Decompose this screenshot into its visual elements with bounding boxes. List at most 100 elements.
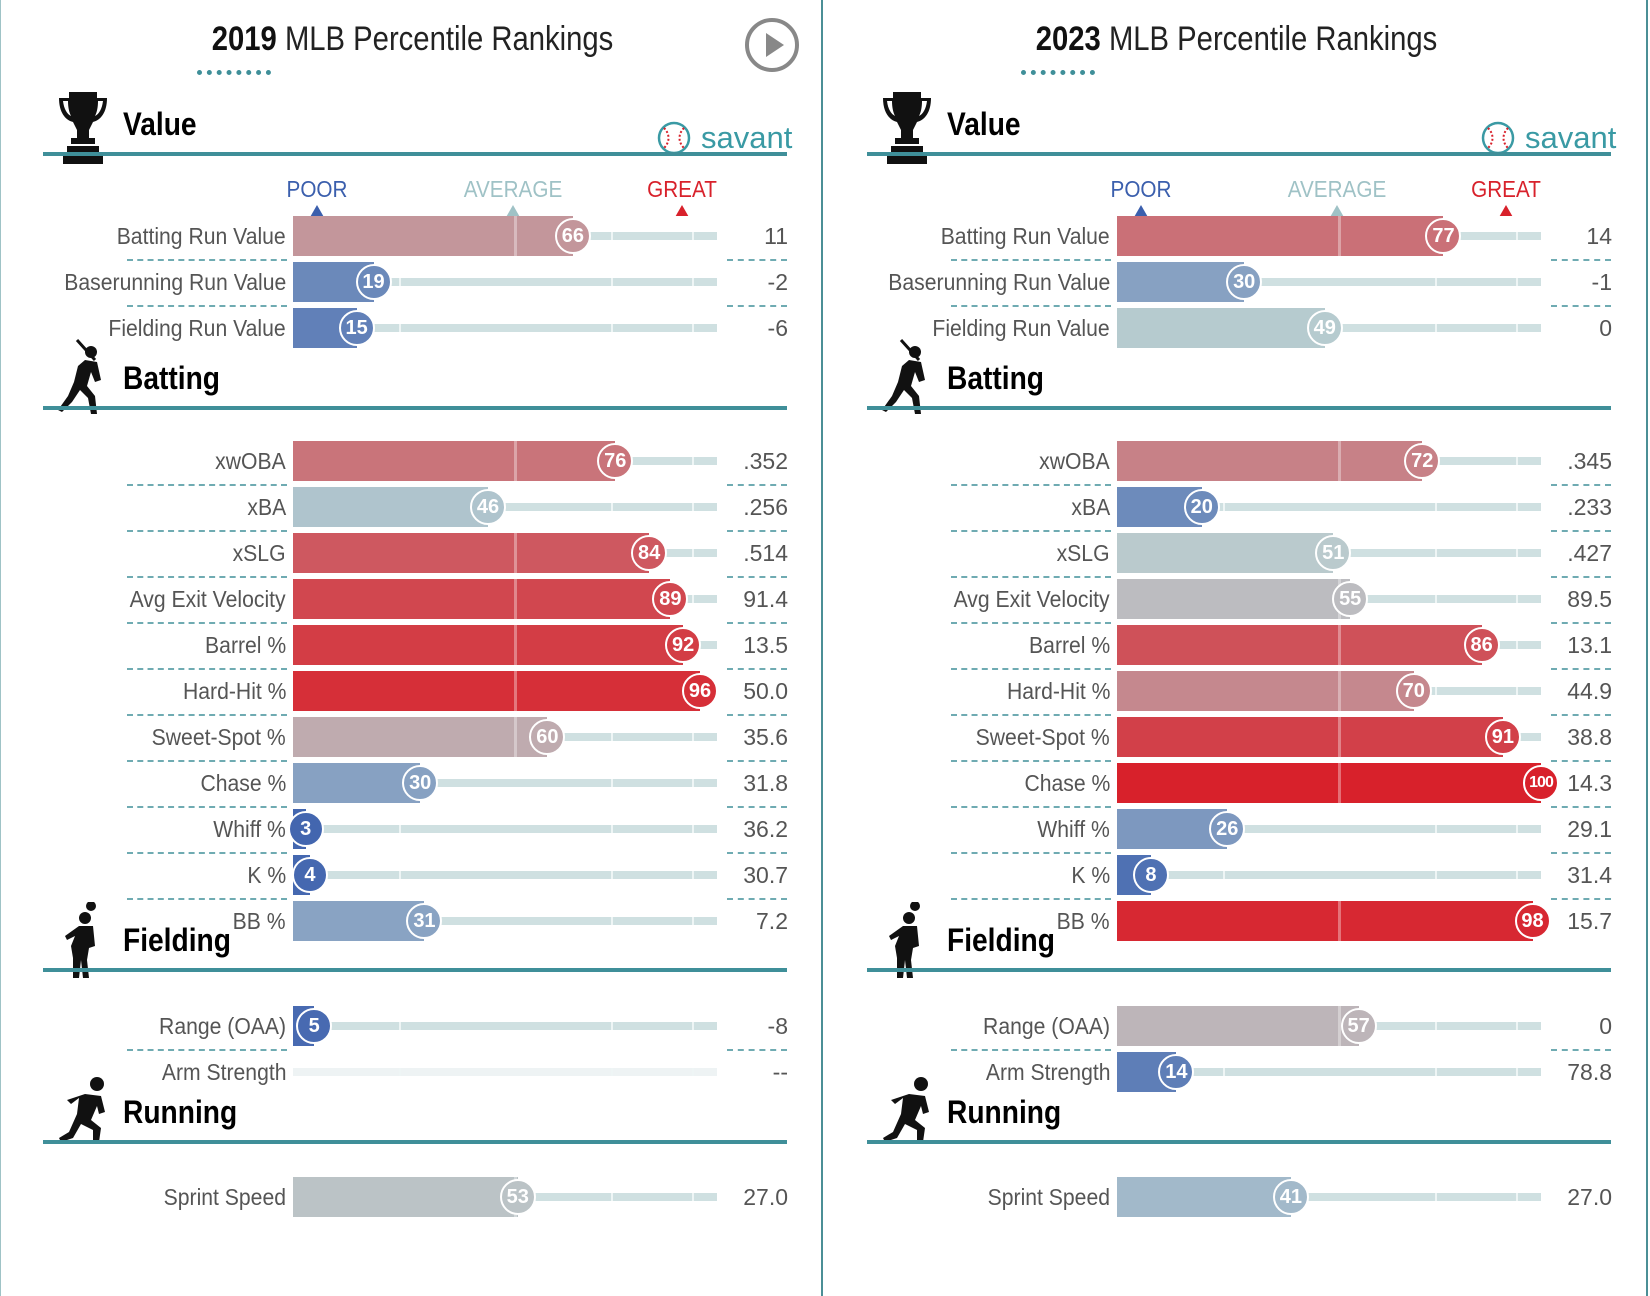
track-tick — [692, 871, 694, 879]
metric-row[interactable]: BB % 31 7.2 — [1, 900, 824, 942]
metric-row[interactable]: BB % 98 15.7 — [825, 900, 1648, 942]
metric-value: -8 — [767, 1013, 788, 1039]
metric-row[interactable]: Avg Exit Velocity 55 89.5 — [825, 578, 1648, 620]
panel-title: 2019 MLB Percentile Rankings — [59, 20, 767, 59]
metric-label: Hard-Hit % — [1006, 678, 1110, 704]
metric-label: xwOBA — [215, 448, 286, 474]
metric-row[interactable]: Barrel % 86 13.1 — [825, 624, 1648, 666]
track-tick — [1435, 1068, 1437, 1076]
metric-value: 50.0 — [743, 678, 788, 704]
average-label: AVERAGE — [1283, 176, 1391, 216]
savant-text: savant — [701, 120, 793, 155]
percentile-badge: 96 — [682, 673, 719, 709]
percentile-bar — [1117, 579, 1351, 619]
metric-label: Sprint Speed — [987, 1184, 1110, 1210]
percentile-badge: 60 — [529, 719, 566, 755]
percentile-bar — [1117, 671, 1414, 711]
metric-row[interactable]: Fielding Run Value 49 0 — [825, 307, 1648, 349]
row-separator — [727, 668, 787, 670]
metric-row[interactable]: xSLG 84 .514 — [1, 532, 824, 574]
metric-row[interactable]: Batting Run Value 66 11 — [1, 215, 824, 257]
metric-row[interactable]: xwOBA 72 .345 — [825, 440, 1648, 482]
percentile-badge: 31 — [406, 903, 443, 939]
metric-row[interactable]: Baserunning Run Value 19 -2 — [1, 261, 824, 303]
metric-row[interactable]: Sprint Speed 41 27.0 — [825, 1176, 1648, 1218]
play-button[interactable] — [745, 18, 799, 72]
row-separator — [951, 760, 1111, 762]
metric-row[interactable]: xBA 20 .233 — [825, 486, 1648, 528]
metric-label: Chase % — [200, 770, 286, 796]
track-tick — [1435, 549, 1437, 557]
metric-row[interactable]: Baserunning Run Value 30 -1 — [825, 261, 1648, 303]
row-separator — [951, 259, 1111, 261]
metric-row[interactable]: Sprint Speed 53 27.0 — [1, 1176, 824, 1218]
track-tick — [692, 1068, 694, 1076]
trophy-icon — [55, 88, 111, 166]
percentile-badge: 19 — [355, 264, 392, 300]
track-tick — [692, 503, 694, 511]
savant-logo[interactable]: savant — [657, 116, 792, 160]
track-tick — [399, 871, 401, 879]
metric-row[interactable]: Sweet-Spot % 91 38.8 — [825, 716, 1648, 758]
metric-row[interactable]: K % 4 30.7 — [1, 854, 824, 896]
section-divider — [867, 152, 1611, 156]
metric-label: xBA — [1071, 494, 1110, 520]
percentile-bar — [293, 671, 701, 711]
metric-row[interactable]: Arm Strength -- — [1, 1051, 824, 1093]
track-tick — [692, 733, 694, 741]
metric-row[interactable]: Chase % 30 31.8 — [1, 762, 824, 804]
row-separator — [127, 622, 287, 624]
track-tick — [1516, 595, 1518, 603]
row-separator — [1551, 1049, 1611, 1051]
percentile-bar — [293, 763, 421, 803]
track-tick — [1516, 549, 1518, 557]
track-tick — [1223, 503, 1225, 511]
section-divider — [867, 1140, 1611, 1144]
runner-icon — [55, 1074, 111, 1152]
track-tick — [1516, 278, 1518, 286]
metric-label: Sprint Speed — [163, 1184, 286, 1210]
metric-label: Sweet-Spot % — [151, 724, 286, 750]
metric-label: xwOBA — [1039, 448, 1110, 474]
metric-value: 13.5 — [743, 632, 788, 658]
row-separator — [727, 806, 787, 808]
poor-label-marker — [310, 205, 324, 216]
metric-row[interactable]: Range (OAA) 5 -8 — [1, 1005, 824, 1047]
metric-row[interactable]: Barrel % 92 13.5 — [1, 624, 824, 666]
percentile-badge: 20 — [1183, 489, 1220, 525]
metric-row[interactable]: xwOBA 76 .352 — [1, 440, 824, 482]
metric-label: Sweet-Spot % — [975, 724, 1110, 750]
track-tick — [399, 1022, 401, 1030]
row-separator — [727, 898, 787, 900]
row-separator — [951, 714, 1111, 716]
metric-row[interactable]: xSLG 51 .427 — [825, 532, 1648, 574]
metric-row[interactable]: Batting Run Value 77 14 — [825, 215, 1648, 257]
savant-logo[interactable]: savant — [1481, 116, 1616, 160]
savant-ball-icon — [657, 121, 691, 155]
metric-row[interactable]: Sweet-Spot % 60 35.6 — [1, 716, 824, 758]
metric-row[interactable]: Whiff % 26 29.1 — [825, 808, 1648, 850]
row-separator — [127, 806, 287, 808]
percentile-bar — [1117, 625, 1482, 665]
metric-row[interactable]: Hard-Hit % 96 50.0 — [1, 670, 824, 712]
track-tick — [399, 324, 401, 332]
metric-row[interactable]: K % 8 31.4 — [825, 854, 1648, 896]
average-marker — [1338, 671, 1341, 711]
metric-row[interactable]: Avg Exit Velocity 89 91.4 — [1, 578, 824, 620]
metric-row[interactable]: Arm Strength 14 78.8 — [825, 1051, 1648, 1093]
great-label: GREAT — [1452, 176, 1560, 216]
great-label-marker — [1499, 205, 1513, 216]
metric-row[interactable]: Hard-Hit % 70 44.9 — [825, 670, 1648, 712]
row-separator — [727, 530, 787, 532]
metric-value: .345 — [1567, 448, 1612, 474]
row-separator — [127, 760, 287, 762]
track-tick — [399, 825, 401, 833]
row-separator — [727, 714, 787, 716]
row-separator — [1551, 898, 1611, 900]
metric-row[interactable]: Fielding Run Value 15 -6 — [1, 307, 824, 349]
metric-row[interactable]: Whiff % 3 36.2 — [1, 808, 824, 850]
metric-row[interactable]: xBA 46 .256 — [1, 486, 824, 528]
metric-label: Arm Strength — [161, 1059, 286, 1085]
metric-row[interactable]: Range (OAA) 57 0 — [825, 1005, 1648, 1047]
metric-row[interactable]: Chase % 100 14.3 — [825, 762, 1648, 804]
